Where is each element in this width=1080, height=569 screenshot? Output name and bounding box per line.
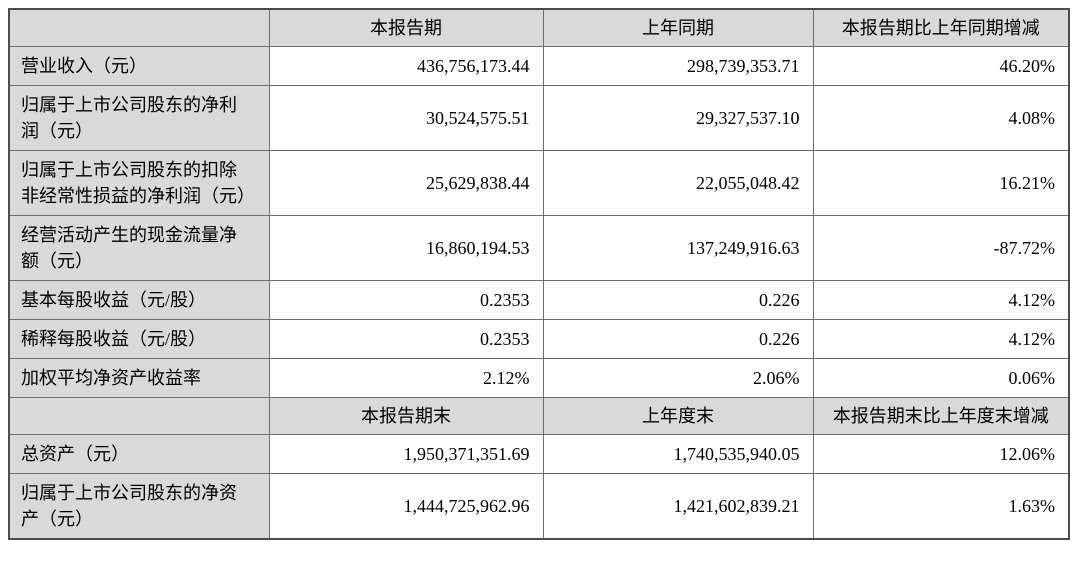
change-value: 0.06% [812, 358, 1070, 398]
financial-summary-table: 本报告期 上年同期 本报告期比上年同期增减 营业收入（元） 436,756,17… [8, 8, 1070, 540]
row-label: 总资产（元） [8, 434, 270, 474]
table-row-net-profit: 归属于上市公司股东的净利润（元） 30,524,575.51 29,327,53… [8, 85, 1070, 151]
prior-value: 1,740,535,940.05 [542, 434, 814, 474]
header-current-period-end: 本报告期末 [268, 397, 544, 435]
row-label: 经营活动产生的现金流量净额（元） [8, 215, 270, 281]
change-value: 16.21% [812, 150, 1070, 216]
prior-value: 22,055,048.42 [542, 150, 814, 216]
current-value: 16,860,194.53 [268, 215, 544, 281]
change-value: 1.63% [812, 473, 1070, 540]
row-label: 归属于上市公司股东的扣除非经常性损益的净利润（元） [8, 150, 270, 216]
header-empty-cell [8, 8, 270, 47]
header-period-end-change: 本报告期末比上年度末增减 [812, 397, 1070, 435]
row-label: 基本每股收益（元/股） [8, 280, 270, 320]
current-value: 0.2353 [268, 319, 544, 359]
table-row-net-assets: 归属于上市公司股东的净资产（元） 1,444,725,962.96 1,421,… [8, 473, 1070, 540]
row-label: 营业收入（元） [8, 46, 270, 86]
change-value: -87.72% [812, 215, 1070, 281]
table-row-revenue: 营业收入（元） 436,756,173.44 298,739,353.71 46… [8, 46, 1070, 86]
current-value: 2.12% [268, 358, 544, 398]
table-row-diluted-eps: 稀释每股收益（元/股） 0.2353 0.226 4.12% [8, 319, 1070, 359]
header-current-period: 本报告期 [268, 8, 544, 47]
current-value: 30,524,575.51 [268, 85, 544, 151]
change-value: 12.06% [812, 434, 1070, 474]
table-row-total-assets: 总资产（元） 1,950,371,351.69 1,740,535,940.05… [8, 434, 1070, 474]
change-value: 46.20% [812, 46, 1070, 86]
change-value: 4.12% [812, 280, 1070, 320]
change-value: 4.08% [812, 85, 1070, 151]
prior-value: 298,739,353.71 [542, 46, 814, 86]
prior-value: 1,421,602,839.21 [542, 473, 814, 540]
current-value: 1,444,725,962.96 [268, 473, 544, 540]
row-label: 加权平均净资产收益率 [8, 358, 270, 398]
table-row-net-profit-deducted: 归属于上市公司股东的扣除非经常性损益的净利润（元） 25,629,838.44 … [8, 150, 1070, 216]
header-prior-year-end: 上年度末 [542, 397, 814, 435]
prior-value: 2.06% [542, 358, 814, 398]
table-row-operating-cash-flow: 经营活动产生的现金流量净额（元） 16,860,194.53 137,249,9… [8, 215, 1070, 281]
prior-value: 29,327,537.10 [542, 85, 814, 151]
current-value: 0.2353 [268, 280, 544, 320]
period-end-header-row: 本报告期末 上年度末 本报告期末比上年度末增减 [8, 397, 1070, 435]
current-value: 436,756,173.44 [268, 46, 544, 86]
table-row-weighted-roe: 加权平均净资产收益率 2.12% 2.06% 0.06% [8, 358, 1070, 398]
row-label: 稀释每股收益（元/股） [8, 319, 270, 359]
prior-value: 137,249,916.63 [542, 215, 814, 281]
header-prior-period: 上年同期 [542, 8, 814, 47]
period-header-row: 本报告期 上年同期 本报告期比上年同期增减 [8, 8, 1070, 47]
row-label: 归属于上市公司股东的净利润（元） [8, 85, 270, 151]
prior-value: 0.226 [542, 280, 814, 320]
current-value: 25,629,838.44 [268, 150, 544, 216]
change-value: 4.12% [812, 319, 1070, 359]
header-empty-cell [8, 397, 270, 435]
row-label: 归属于上市公司股东的净资产（元） [8, 473, 270, 540]
prior-value: 0.226 [542, 319, 814, 359]
current-value: 1,950,371,351.69 [268, 434, 544, 474]
header-period-change: 本报告期比上年同期增减 [812, 8, 1070, 47]
table-row-basic-eps: 基本每股收益（元/股） 0.2353 0.226 4.12% [8, 280, 1070, 320]
